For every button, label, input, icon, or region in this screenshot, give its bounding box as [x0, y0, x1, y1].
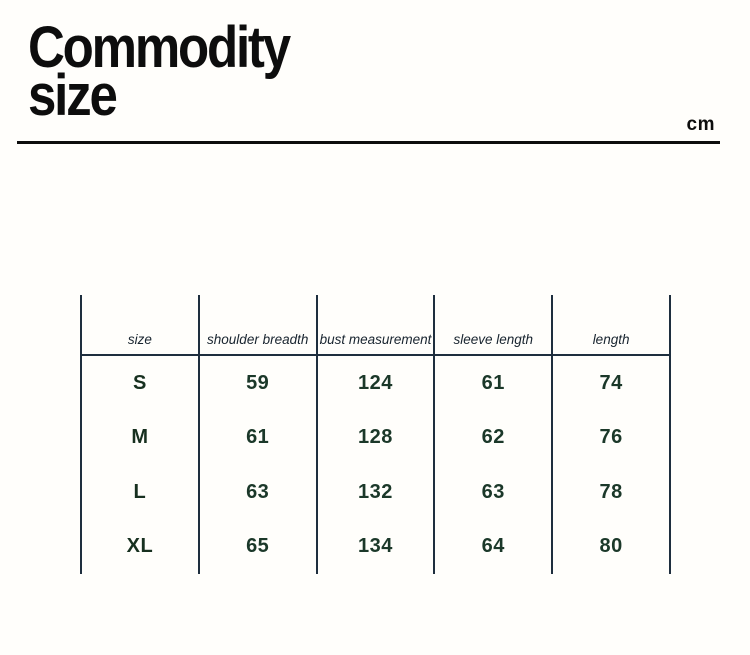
value-cell-shoulder: 59 — [197, 355, 318, 411]
value-cell-sleeve: 64 — [433, 519, 554, 574]
column-header-shoulder-breadth: shoulder breadth — [197, 295, 318, 356]
column-header-bust-measurement: bust measurement — [315, 295, 436, 356]
page-title: Commodity size — [28, 15, 291, 128]
size-table: size shoulder breadth bust measurement s… — [80, 295, 671, 574]
value-cell-bust: 124 — [315, 355, 436, 411]
value-cell-sleeve: 63 — [433, 465, 554, 520]
value-cell-bust: 134 — [315, 519, 436, 574]
value-cell-shoulder: 63 — [197, 465, 318, 520]
size-table-head: size shoulder breadth bust measurement s… — [80, 295, 671, 356]
size-label-cell: S — [80, 355, 200, 411]
table-row-xl: XL 65 134 64 80 — [80, 519, 671, 574]
column-header-size: size — [80, 295, 200, 356]
column-header-length: length — [551, 295, 671, 356]
value-cell-length: 78 — [551, 465, 671, 520]
value-cell-length: 76 — [551, 410, 671, 465]
table-row-m: M 61 128 62 76 — [80, 410, 671, 465]
size-table-body: S 59 124 61 74 M 61 128 62 76 L 63 132 6… — [80, 355, 671, 574]
title-underline-rule — [17, 141, 720, 144]
value-cell-sleeve: 62 — [433, 410, 554, 465]
size-label-cell: XL — [80, 519, 200, 574]
table-row-l: L 63 132 63 78 — [80, 465, 671, 520]
size-label-cell: M — [80, 410, 200, 465]
column-header-sleeve-length: sleeve length — [433, 295, 554, 356]
page-title-line1: Commodity — [28, 15, 291, 80]
value-cell-sleeve: 61 — [433, 355, 554, 411]
value-cell-shoulder: 61 — [197, 410, 318, 465]
value-cell-bust: 132 — [315, 465, 436, 520]
table-header-row: size shoulder breadth bust measurement s… — [80, 295, 671, 356]
page-title-line2: size — [28, 63, 118, 128]
value-cell-length: 74 — [551, 355, 671, 411]
size-label-cell: L — [80, 465, 200, 520]
unit-label: cm — [686, 114, 715, 135]
table-row-s: S 59 124 61 74 — [80, 355, 671, 411]
value-cell-shoulder: 65 — [197, 519, 318, 574]
value-cell-length: 80 — [551, 519, 671, 574]
value-cell-bust: 128 — [315, 410, 436, 465]
